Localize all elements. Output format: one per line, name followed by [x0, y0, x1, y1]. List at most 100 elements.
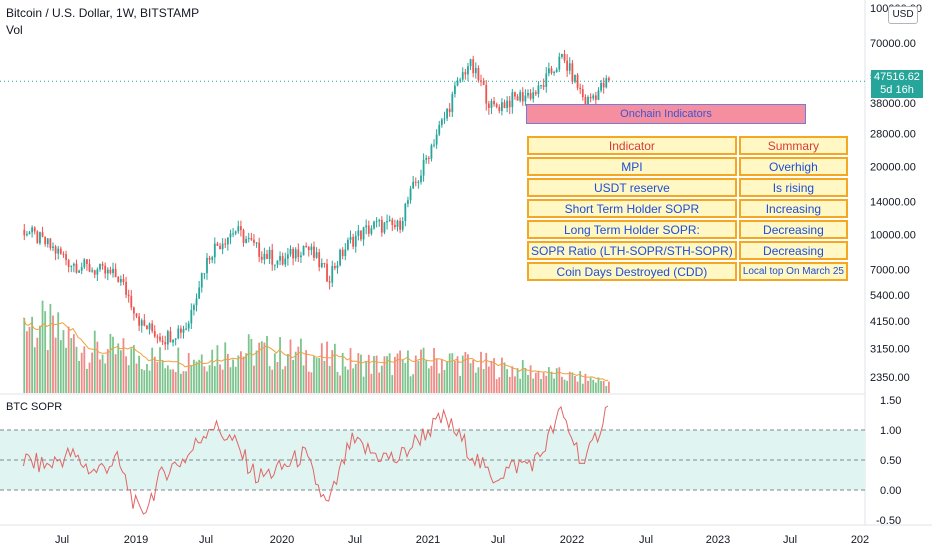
- volume-bar: [200, 354, 203, 393]
- candle-body: [485, 84, 488, 104]
- candle-body: [36, 231, 39, 244]
- candle-body: [375, 221, 378, 223]
- volume-bar: [378, 372, 381, 393]
- candle-body: [146, 325, 148, 330]
- volume-bar: [365, 361, 368, 393]
- volume-bar: [420, 349, 422, 393]
- candle-body: [349, 236, 352, 240]
- candle-body: [566, 60, 569, 71]
- volume-bar: [399, 350, 402, 393]
- volume-bar: [597, 377, 600, 393]
- candle-body: [300, 255, 302, 258]
- volume-bar: [354, 363, 357, 393]
- candle-body: [65, 254, 67, 261]
- candle-body: [352, 236, 355, 247]
- candle-body: [253, 239, 255, 243]
- indicator-title[interactable]: BTC SOPR: [6, 401, 63, 413]
- candle-body: [185, 328, 187, 330]
- volume-bar: [414, 355, 417, 393]
- indicator-cell: Coin Days Destroyed (CDD): [527, 262, 737, 281]
- candle-body: [341, 249, 344, 257]
- price-tick-label: 4150.00: [870, 316, 910, 328]
- table-row: Coin Days Destroyed (CDD) Local top On M…: [527, 262, 848, 281]
- sopr-tick-label: 1.00: [880, 425, 901, 437]
- volume-bar: [344, 366, 347, 393]
- volume-bar: [148, 370, 151, 393]
- sopr-line-layer: [22, 405, 609, 515]
- candle-body: [250, 238, 253, 240]
- candle-body: [495, 104, 498, 108]
- candle-body: [527, 92, 529, 96]
- volume-bar: [485, 352, 488, 393]
- volume-bar: [39, 325, 41, 393]
- summary-cell: Increasing: [738, 199, 848, 218]
- volume-bar: [54, 337, 57, 393]
- volume-bar: [605, 386, 608, 393]
- candle-body: [119, 279, 122, 283]
- candle-body: [276, 260, 279, 265]
- price-axis[interactable]: 100000.0070000.0050000.0038000.0028000.0…: [870, 3, 922, 384]
- time-axis[interactable]: Jul 2019 Jul 2020 Jul 2021 Jul 2022 Jul 2023 Jul 20…: [55, 534, 869, 546]
- volume-bar: [320, 343, 323, 393]
- volume-bar: [125, 356, 127, 393]
- volume-bar: [276, 362, 279, 393]
- candle-body: [561, 53, 563, 57]
- volume-bar: [219, 364, 221, 393]
- volume-bar: [456, 356, 459, 393]
- volume-bar: [487, 366, 490, 393]
- candle-body: [420, 175, 422, 182]
- volume-bar: [451, 353, 454, 393]
- volume-bar: [122, 338, 125, 393]
- volume-bar: [109, 333, 112, 393]
- candle-body: [307, 247, 310, 251]
- volume-bar: [226, 353, 229, 393]
- indicator-cell: MPI: [527, 157, 737, 176]
- candle-body: [286, 254, 289, 259]
- volume-bar: [255, 350, 258, 393]
- volume-bar: [375, 355, 378, 393]
- price-tick-label: 2350.00: [870, 372, 910, 384]
- volume-bar: [506, 369, 509, 393]
- candle-body: [161, 340, 164, 343]
- candle-body: [597, 90, 600, 100]
- volume-bar: [412, 374, 415, 393]
- candle-body: [500, 102, 503, 112]
- candle-body: [39, 232, 41, 244]
- volume-bar: [151, 347, 154, 393]
- candle-body: [503, 102, 506, 109]
- candle-body: [88, 264, 91, 272]
- table-row: Short Term Holder SOPR Increasing: [527, 199, 848, 218]
- volume-bar: [333, 343, 336, 393]
- volume-bar: [477, 367, 480, 393]
- candle-body: [446, 108, 448, 119]
- volume-bar: [130, 348, 133, 393]
- candle-body: [193, 305, 195, 311]
- price-tick-label: 28000.00: [870, 128, 916, 140]
- currency-badge[interactable]: USD: [888, 6, 918, 24]
- candle-body: [195, 298, 198, 306]
- table-row: Long Term Holder SOPR: Decreasing: [527, 220, 848, 239]
- candle-body: [584, 97, 587, 107]
- volume-bar: [438, 373, 441, 393]
- volume-bar: [563, 379, 566, 393]
- volume-bar: [119, 350, 122, 393]
- column-header-summary: Summary: [738, 136, 848, 155]
- candle-body: [122, 279, 125, 283]
- candle-body: [438, 124, 441, 135]
- candle-body: [422, 159, 425, 176]
- volume-bar: [242, 356, 245, 393]
- candle-body: [459, 79, 462, 81]
- sopr-axis[interactable]: 1.50 1.00 0.50 0.00 -0.50: [876, 395, 901, 527]
- candle-body: [592, 95, 595, 99]
- candle-body: [281, 256, 284, 265]
- volume-bar: [349, 348, 352, 393]
- candle-body: [480, 80, 482, 82]
- summary-cell: Decreasing: [738, 241, 848, 260]
- volume-bar: [177, 347, 180, 393]
- volume-bar: [240, 351, 242, 393]
- price-tick-label: 70000.00: [870, 38, 916, 50]
- candle-body: [25, 234, 28, 236]
- time-tick-label: Jul: [491, 534, 505, 546]
- candle-body: [156, 336, 159, 338]
